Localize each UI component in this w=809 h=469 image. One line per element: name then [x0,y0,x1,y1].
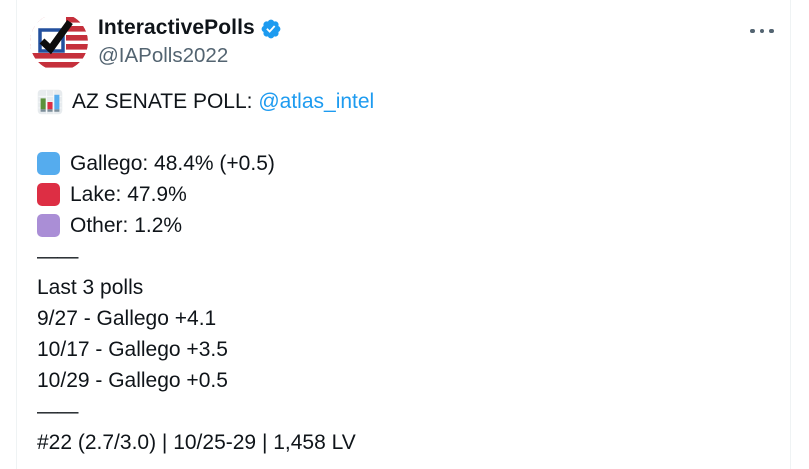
result-label: Lake: 47.9% [70,183,187,206]
lake-color-swatch [37,183,60,206]
poll-meta-footer: #22 (2.7/3.0) | 10/25-29 | 1,458 LV [37,431,356,454]
author-name[interactable]: InteractivePolls [98,16,255,39]
history-item: 10/17 - Gallego +3.5 [37,338,228,361]
gallego-color-swatch [37,152,60,175]
more-button[interactable] [742,21,782,41]
card-border-left [16,0,17,469]
ellipsis-icon [750,28,755,34]
result-label: Gallego: 48.4% (+0.5) [70,152,275,175]
tweet-body: AZ SENATE POLL: @atlas_intel Gallego: 48… [37,86,767,458]
avatar[interactable] [30,13,88,71]
history-item: 10/29 - Gallego +0.5 [37,369,228,392]
verified-badge-icon [261,19,281,38]
text-divider: —— [37,400,79,423]
bar-chart-emoji [37,89,63,114]
headline-text: AZ SENATE POLL: [72,90,259,113]
blank-line [37,117,767,148]
mention-link[interactable]: @atlas_intel [258,90,375,113]
result-row-other: Other: 1.2% [37,210,767,241]
author-handle[interactable]: @IAPolls2022 [98,44,229,67]
us-flag-ballot-check-icon [30,13,88,71]
result-row-lake: Lake: 47.9% [37,179,767,210]
text-divider: —— [37,245,79,268]
result-label: Other: 1.2% [70,214,183,237]
card-border-right [790,0,791,469]
other-color-swatch [37,214,60,237]
headline-line: AZ SENATE POLL: @atlas_intel [37,86,767,117]
result-row-gallego: Gallego: 48.4% (+0.5) [37,148,767,179]
history-title: Last 3 polls [37,276,144,299]
history-item: 9/27 - Gallego +4.1 [37,307,217,330]
author-row: InteractivePolls [98,15,282,41]
